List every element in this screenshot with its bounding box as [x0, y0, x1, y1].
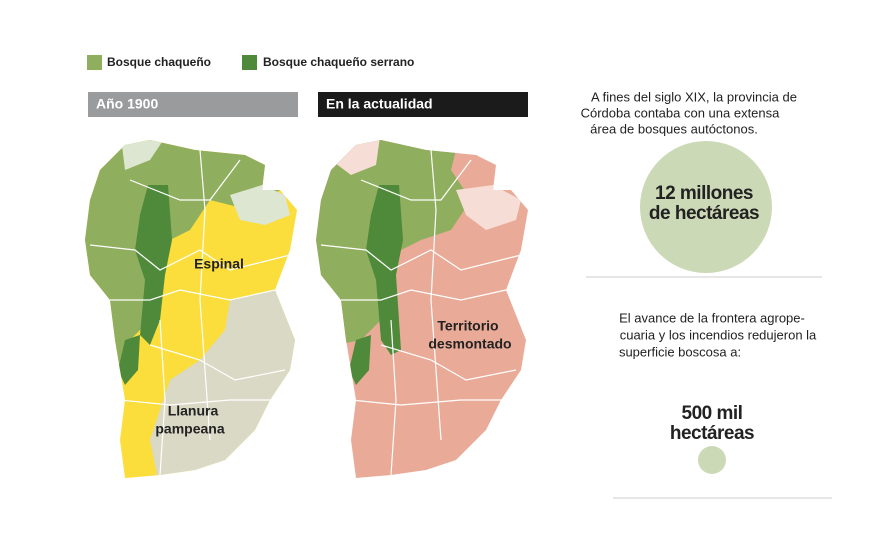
region-label: Llanura: [168, 403, 219, 419]
paragraph-line: área de bosques autóctonos.: [590, 121, 758, 136]
paragraph-line: superficie boscosa a:: [619, 344, 741, 359]
region-label: desmontado: [428, 336, 511, 352]
paragraph-line: Córdoba contaba con una extensa: [581, 105, 781, 120]
figure-line: de hectáreas: [649, 203, 759, 224]
figure-line: hectáreas: [670, 423, 754, 444]
legend-swatch: [87, 55, 102, 70]
area-bubble: [640, 141, 772, 273]
legend-label: Bosque chaqueño: [107, 55, 211, 69]
map-actual: [316, 140, 528, 478]
figure-line: 500 mil: [682, 403, 743, 424]
region-label: Territorio: [437, 318, 498, 334]
panel-header: [88, 92, 298, 117]
panel-title: Año 1900: [96, 96, 158, 112]
region-label: pampeana: [155, 421, 224, 437]
panel-header: [318, 92, 528, 117]
figure-line: 12 millones: [655, 183, 753, 204]
paragraph-line: cuaria y los incendios redujeron la: [620, 327, 817, 342]
paragraph-line: A fines del siglo XIX, la provincia de: [591, 89, 797, 104]
area-bubble: [698, 446, 726, 474]
legend-swatch: [242, 55, 257, 70]
legend-label: Bosque chaqueño serrano: [263, 55, 414, 69]
paragraph-line: El avance de la frontera agrope-: [619, 310, 805, 325]
panel-title: En la actualidad: [326, 96, 433, 112]
region-label: Espinal: [194, 256, 244, 272]
